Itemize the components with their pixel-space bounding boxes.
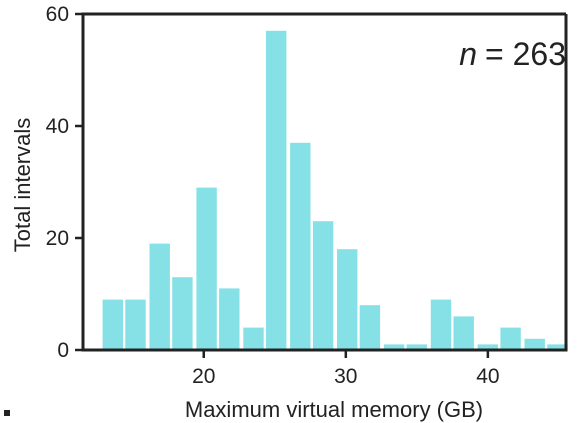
axes — [81, 12, 568, 352]
histogram-bar — [125, 299, 146, 350]
histogram-bar — [547, 344, 568, 350]
sample-size-annotation: n = 263 — [459, 36, 566, 72]
histogram-bar — [337, 249, 358, 350]
histogram-bar — [196, 187, 217, 350]
y-tick-label: 60 — [46, 3, 69, 26]
histogram-bar — [290, 142, 311, 350]
histogram-bar — [266, 30, 287, 351]
histogram-bar — [524, 338, 545, 350]
histogram-bar — [149, 243, 170, 350]
histogram-bar — [383, 344, 405, 350]
x-tick-label: 30 — [334, 365, 357, 388]
histogram-bar — [312, 221, 334, 350]
y-axis-ticks: 0 20 40 60 — [46, 3, 83, 362]
sample-size-value: = 263 — [485, 36, 566, 72]
y-tick-label: 20 — [46, 227, 69, 250]
histogram-bar — [243, 327, 264, 350]
x-tick-label: 40 — [476, 365, 499, 388]
x-axis-label: Maximum virtual memory (GB) — [185, 397, 483, 422]
histogram-bars — [102, 30, 568, 351]
y-tick-label: 40 — [46, 115, 69, 138]
y-tick-label: 0 — [57, 339, 69, 362]
histogram-bar — [102, 299, 123, 350]
sample-size-variable: n — [459, 36, 477, 72]
histogram-bar — [172, 277, 193, 350]
histogram-bar — [500, 327, 521, 350]
x-axis-ticks: 20 30 40 — [192, 350, 500, 388]
histogram-bar — [406, 344, 427, 350]
histogram-bar — [219, 288, 240, 350]
x-tick-label: 20 — [192, 365, 215, 388]
y-axis-label: Total intervals — [10, 118, 35, 253]
histogram-bar — [359, 305, 381, 350]
panel-mark — [4, 410, 10, 416]
histogram-bar — [477, 344, 498, 350]
histogram-bar — [453, 316, 474, 350]
histogram-bar — [430, 299, 452, 350]
